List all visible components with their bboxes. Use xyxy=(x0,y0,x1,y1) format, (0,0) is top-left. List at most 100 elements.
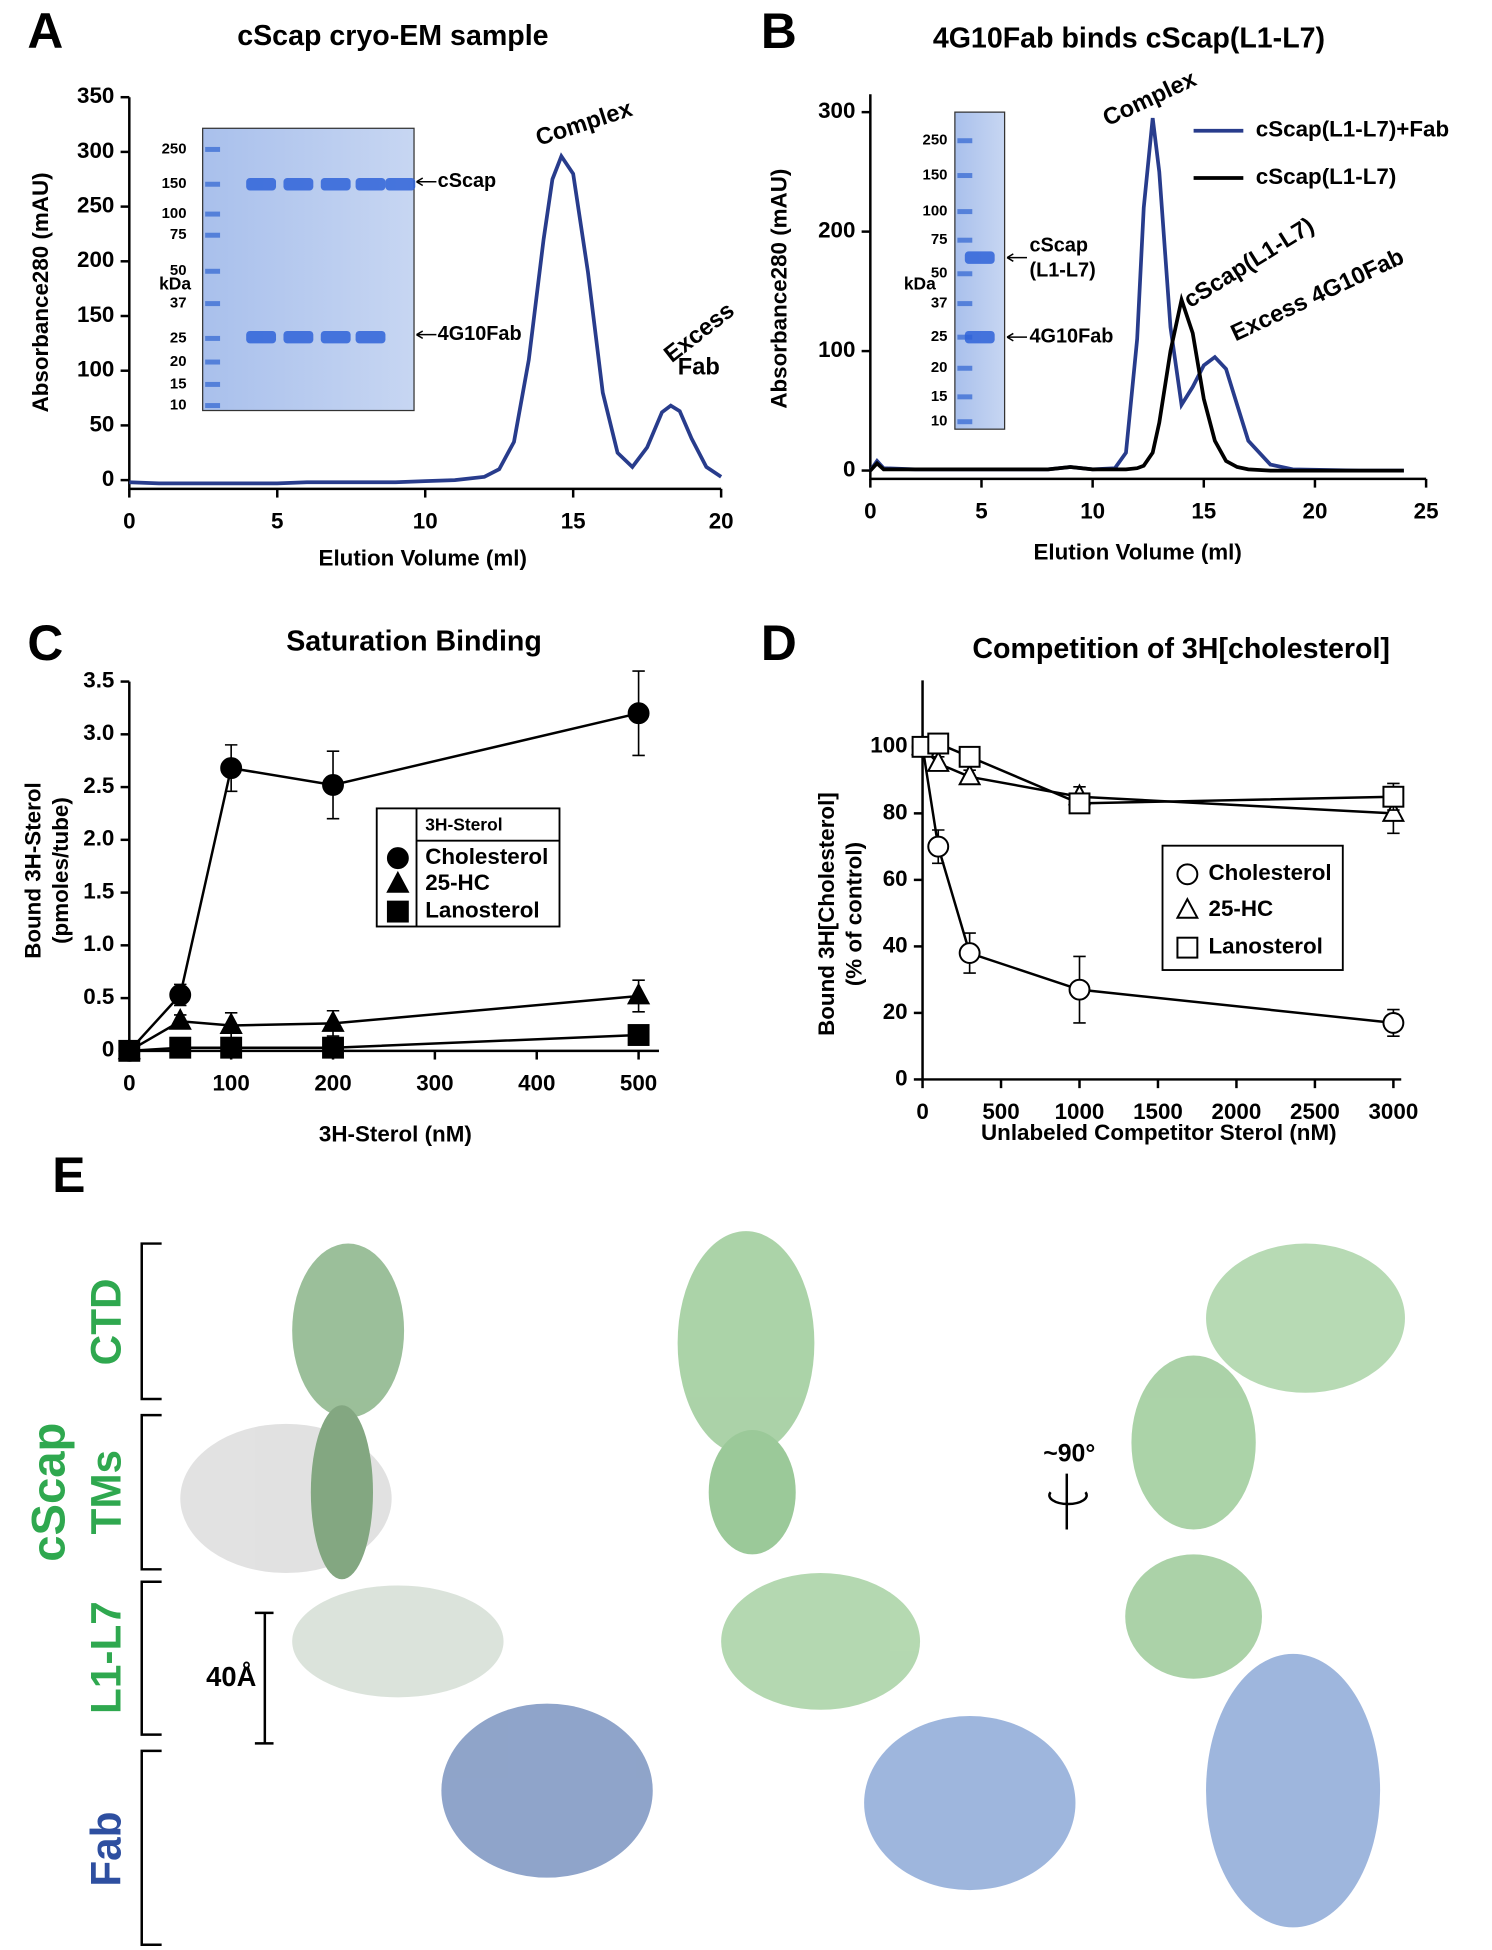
x-tick-label: 0 xyxy=(123,1070,135,1095)
x-tick-label: 0 xyxy=(864,498,876,523)
gel-arrow xyxy=(416,330,437,340)
gel-marker-label: 150 xyxy=(162,175,187,192)
x-tick-label: 20 xyxy=(1303,498,1328,523)
gel-marker-label: 15 xyxy=(170,375,187,392)
x-tick-label: 300 xyxy=(416,1070,453,1095)
series-line xyxy=(129,152,723,486)
data-point xyxy=(1381,800,1405,822)
gel-marker-label: 50 xyxy=(170,262,187,279)
series-line xyxy=(921,745,1394,815)
y-tick-label: 20 xyxy=(883,999,908,1024)
legend-label: Cholesterol xyxy=(1209,860,1332,885)
legend-label: Cholesterol xyxy=(425,844,548,869)
y-tick-label: 150 xyxy=(77,302,114,327)
data-point xyxy=(627,702,650,725)
data-point xyxy=(627,1024,650,1046)
data-point xyxy=(321,1010,345,1032)
x-tick-label: 20 xyxy=(709,508,734,533)
x-axis-label: Elution Volume (ml) xyxy=(319,546,527,571)
x-tick-label: 15 xyxy=(561,508,586,533)
y-tick-label: 100 xyxy=(77,357,114,382)
y-axis-label: Absorbance280 (mAU) xyxy=(767,169,792,409)
gel-ladder-band xyxy=(957,419,973,425)
gel-marker-label: 37 xyxy=(931,295,948,312)
gel-unit: kDa xyxy=(159,274,191,294)
y-axis-label: Absorbance280 (mAU) xyxy=(28,172,53,412)
y-axis-label: (% of control) xyxy=(841,842,866,986)
gel-image xyxy=(202,127,415,412)
x-tick-label: 10 xyxy=(413,508,438,533)
gel-band xyxy=(385,178,416,191)
y-tick-label: 300 xyxy=(818,98,855,123)
gel-unit: kDa xyxy=(904,274,936,294)
legend-divider xyxy=(415,808,560,927)
y-axis-label: Bound 3H-Sterol xyxy=(21,782,46,959)
data-point xyxy=(1068,792,1091,815)
gel-band-label: (L1-L7) xyxy=(1029,260,1095,282)
x-tick-label: 15 xyxy=(1191,498,1216,523)
legend-label: Lanosterol xyxy=(425,897,539,922)
gel-band xyxy=(964,251,995,264)
x-tick-label: 10 xyxy=(1080,498,1105,523)
gel-arrow xyxy=(1006,332,1027,342)
region-label: Fab xyxy=(83,1811,130,1886)
data-point xyxy=(958,745,981,768)
legend-marker xyxy=(386,847,409,870)
gel-ladder-band xyxy=(205,301,221,307)
gel-band xyxy=(246,178,277,191)
y-tick-label: 100 xyxy=(818,337,855,362)
y-tick-label: 0 xyxy=(895,1065,907,1090)
legend-label: cScap(L1-L7) xyxy=(1256,164,1397,189)
y-tick-label: 0 xyxy=(102,466,114,491)
legend-label: cScap(L1-L7)+Fab xyxy=(1256,117,1449,142)
gel-ladder-band xyxy=(957,271,973,277)
x-tick-label: 100 xyxy=(212,1070,249,1095)
y-tick-label: 200 xyxy=(818,218,855,243)
series-line xyxy=(129,1033,639,1053)
series-line xyxy=(922,742,1394,805)
data-point xyxy=(1382,1011,1405,1034)
y-tick-label: 2.5 xyxy=(83,773,114,798)
gel-marker-label: 37 xyxy=(170,295,187,312)
y-tick-label: 40 xyxy=(883,932,908,957)
y-tick-label: 0 xyxy=(843,456,855,481)
panel-letter: A xyxy=(27,3,63,59)
data-point xyxy=(220,1036,243,1059)
y-tick-label: 60 xyxy=(883,866,908,891)
x-tick-label: 25 xyxy=(1414,498,1439,523)
gel-ladder-band xyxy=(957,138,973,144)
data-point xyxy=(927,835,950,858)
gel-marker-label: 150 xyxy=(923,166,948,183)
data-point xyxy=(118,1039,141,1062)
legend-label: Lanosterol xyxy=(1209,934,1323,959)
data-point xyxy=(626,982,651,1005)
legend-marker xyxy=(1176,936,1199,959)
gel-band xyxy=(283,330,314,344)
y-tick-label: 1.0 xyxy=(83,931,114,956)
data-point xyxy=(958,942,981,964)
gel-marker-label: 100 xyxy=(162,205,187,222)
y-tick-label: 3.0 xyxy=(83,720,114,745)
gel-ladder-band xyxy=(957,394,973,400)
gel-ladder-band xyxy=(205,146,221,152)
chart-title: Competition of 3H[cholesterol] xyxy=(972,633,1390,665)
gel-band xyxy=(355,330,386,344)
series-line xyxy=(128,994,639,1052)
data-point xyxy=(168,1007,192,1030)
legend-marker xyxy=(1175,897,1199,919)
data-point xyxy=(322,1036,344,1059)
gel-marker-label: 20 xyxy=(931,359,948,376)
region-label: TMs xyxy=(83,1450,130,1535)
gel-marker-label: 250 xyxy=(162,140,187,157)
data-point xyxy=(1068,978,1091,1001)
y-tick-label: 2.0 xyxy=(83,826,114,851)
x-tick-label: 1500 xyxy=(1133,1099,1183,1124)
legend-title: 3H-Sterol xyxy=(425,814,502,834)
scale-label: 40Å xyxy=(206,1661,256,1692)
gel-marker-label: 10 xyxy=(931,413,948,430)
panel-letter: C xyxy=(27,615,63,671)
data-point xyxy=(926,750,950,772)
x-tick-label: 500 xyxy=(620,1070,657,1095)
gel-marker-label: 10 xyxy=(170,396,187,413)
